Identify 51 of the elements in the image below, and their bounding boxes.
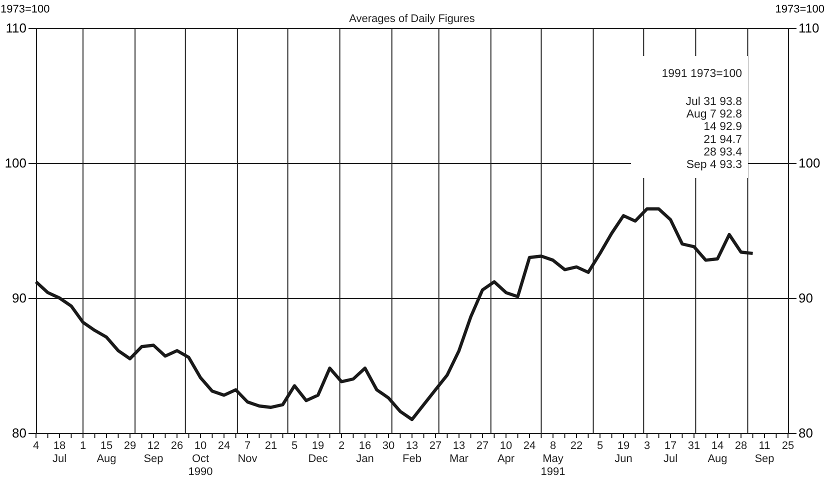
x-tick-label: 10 Apr bbox=[497, 440, 515, 465]
x-tick-label: 5 bbox=[291, 440, 298, 452]
x-tick-label: 30 bbox=[382, 440, 395, 452]
x-tick-label: 12 Sep bbox=[144, 440, 164, 465]
x-tick-label: 4 bbox=[32, 440, 40, 452]
y-axis-title: 1973=100 bbox=[0, 4, 50, 16]
x-tick-label: 5 bbox=[596, 440, 604, 452]
annotation: 1991 1973=100 bbox=[662, 68, 742, 80]
x-tick-label: 13 Mar bbox=[450, 440, 469, 465]
y2-tick-label: 80 bbox=[798, 426, 813, 440]
x-tick-label: 17 Jul bbox=[663, 440, 678, 465]
annotation: Sep 4 93.3 bbox=[686, 159, 742, 171]
x-tick-label: 24 bbox=[218, 440, 230, 452]
x-tick-label: 24 bbox=[523, 440, 536, 452]
x-tick-label: 31 bbox=[688, 440, 700, 452]
annotation: Jul 31 93.8 bbox=[686, 96, 742, 108]
x-tick-label: 8 May 1991 bbox=[540, 440, 566, 478]
annotation: 21 94.7 bbox=[704, 134, 742, 146]
x-tick-label: 27 bbox=[476, 440, 489, 452]
x-tick-label: 22 bbox=[570, 440, 583, 452]
x-tick-label: 27 bbox=[429, 440, 442, 452]
x-tick-label: 18 Jul bbox=[52, 440, 67, 465]
x-tick-label: 14 Aug bbox=[708, 440, 728, 465]
x-tick-label: 25 bbox=[782, 440, 794, 452]
y-tick-label: 100 bbox=[4, 156, 26, 170]
x-tick-label: 28 bbox=[734, 440, 748, 452]
x-tick-label: 1 bbox=[80, 440, 86, 452]
y2-tick-label: 110 bbox=[798, 20, 820, 36]
x-tick-label: 10 Oct 1990 bbox=[188, 440, 213, 478]
y2-tick-label: 100 bbox=[798, 156, 820, 170]
x-tick-label: 13 Feb bbox=[402, 440, 422, 465]
y-tick-label: 90 bbox=[12, 290, 26, 306]
x-tick-label: 21 bbox=[264, 440, 278, 452]
x-tick-label: 19 Jun bbox=[614, 440, 632, 465]
annotation: Aug 7 92.8 bbox=[686, 108, 742, 121]
x-tick-label: 2 bbox=[338, 440, 345, 452]
x-tick-label: 15 Aug bbox=[96, 440, 116, 465]
annotation: 14 92.9 bbox=[704, 121, 742, 134]
annotation: 28 93.4 bbox=[704, 146, 743, 158]
y-tick-label: 80 bbox=[12, 426, 26, 440]
y2-axis-title: 1973=100 bbox=[775, 4, 824, 16]
x-tick-label: 3 bbox=[644, 440, 650, 452]
x-tick-label: 26 bbox=[170, 440, 184, 452]
x-tick-label: 7 Nov bbox=[238, 440, 258, 465]
chart-subtitle: Averages of Daily Figures bbox=[349, 13, 476, 25]
y2-tick-label: 90 bbox=[798, 290, 813, 306]
y-tick-label: 110 bbox=[6, 20, 26, 36]
x-tick-label: 11 Sep bbox=[754, 440, 774, 465]
x-tick-label: 29 bbox=[124, 440, 136, 452]
x-tick-label: 19 Dec bbox=[308, 440, 328, 465]
x-tick-label: 16 Jan bbox=[356, 440, 374, 465]
